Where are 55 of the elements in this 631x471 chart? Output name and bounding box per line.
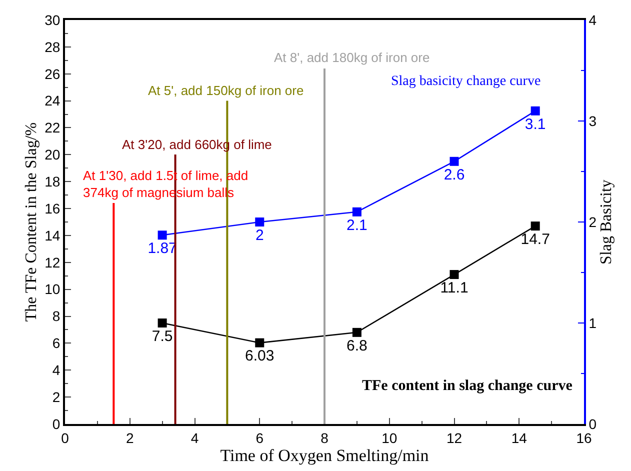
ref-line-label: At 5', add 150kg of iron ore <box>148 83 304 98</box>
point <box>158 318 167 328</box>
y-tick-label: 2 <box>52 388 60 405</box>
y-tick-label: 10 <box>44 281 60 298</box>
data-label: 2.6 <box>444 166 465 184</box>
x-tick-label: 12 <box>446 430 462 446</box>
y-tick-label: 8 <box>52 308 60 324</box>
y2-tick-label: 4 <box>588 12 597 28</box>
x-tick-label: 10 <box>382 430 398 446</box>
y2-tick-label: 1 <box>588 314 597 331</box>
y-tick-label: 28 <box>44 38 60 55</box>
point <box>255 218 264 226</box>
y-tick-label: 16 <box>44 200 60 216</box>
x-tick-label: 2 <box>126 430 134 446</box>
point <box>352 207 362 216</box>
x-tick-label: 16 <box>576 430 592 446</box>
y-tick-label: 12 <box>44 254 60 270</box>
data-label: 11.1 <box>440 279 468 296</box>
data-label: 2 <box>255 226 264 244</box>
y2-tick-label: 0 <box>588 416 597 432</box>
y2-tick-label: 3 <box>588 112 597 129</box>
y-tick-label: 30 <box>44 12 60 28</box>
data-label: 3.1 <box>524 116 546 133</box>
point <box>530 222 540 231</box>
ref-line-label: At 8', add 180kg of iron ore <box>274 50 430 65</box>
series-label: Slag basicity change curve <box>391 74 541 89</box>
point <box>530 106 540 116</box>
y2-tick-label: 2 <box>588 214 597 230</box>
x-tick-label: 6 <box>256 430 264 446</box>
data-label: 6.03 <box>245 348 274 365</box>
x-axis-title: Time of Oxygen Smelting/min <box>220 446 430 465</box>
y-tick-label: 18 <box>44 174 60 190</box>
text: TFe content in slag change curve <box>362 378 573 394</box>
y-tick-label: 0 <box>52 416 60 432</box>
y-axis-title: The TFe Content in the Slag/% <box>23 122 40 322</box>
point <box>158 230 167 240</box>
data-label: 7.5 <box>152 328 173 345</box>
point <box>450 270 459 280</box>
y-tick-label: 26 <box>44 66 60 82</box>
y-tick-label: 22 <box>44 120 60 136</box>
x-tick-label: 8 <box>320 430 329 446</box>
y2-axis-title: Slag Basicity <box>598 180 615 264</box>
point <box>450 156 459 166</box>
x-tick-label: 4 <box>190 430 199 446</box>
x-tick-label: 14 <box>511 430 528 446</box>
data-label: 2.1 <box>346 216 368 234</box>
y-tick-label: 6 <box>52 335 60 352</box>
point <box>352 328 362 337</box>
data-label: 14.7 <box>520 230 550 248</box>
data-label: 6.8 <box>346 337 368 354</box>
y-tick-label: 4 <box>52 362 60 378</box>
y-tick-label: 24 <box>44 92 60 109</box>
y-tick-label: 20 <box>44 146 60 163</box>
point <box>255 338 264 348</box>
y-tick-label: 14 <box>44 227 60 244</box>
